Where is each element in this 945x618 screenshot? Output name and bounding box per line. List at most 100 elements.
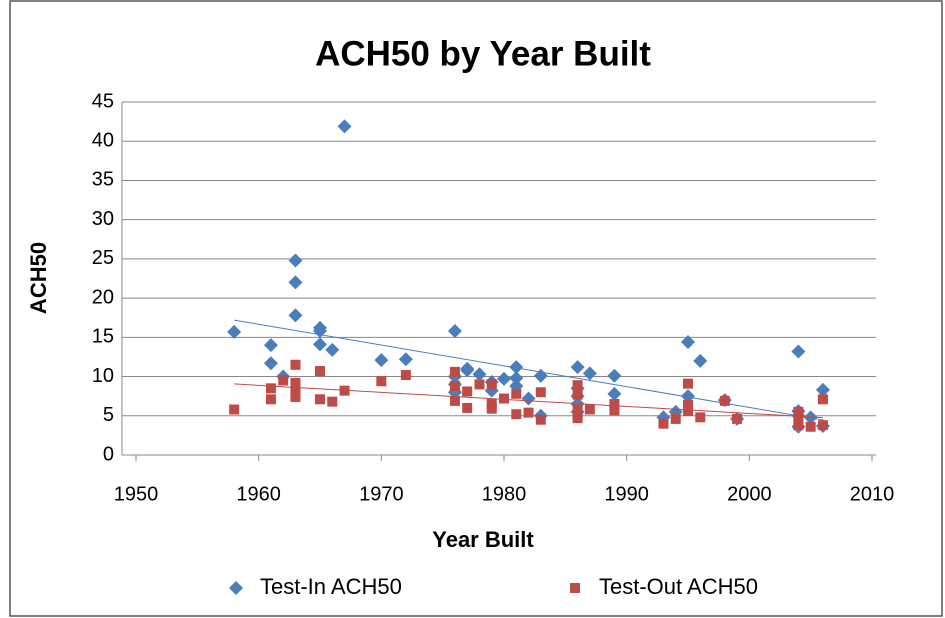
point [570,360,585,375]
chart-frame [9,0,943,617]
point [681,335,695,350]
point [793,406,804,417]
point [474,379,485,390]
point [400,369,411,380]
point [535,414,546,425]
point [462,386,473,397]
point [719,395,730,406]
x-tick-label: 1960 [236,483,281,505]
point [339,385,350,396]
y-tick-label: 15 [92,326,114,348]
point [533,368,548,383]
point [572,389,583,400]
point [497,371,511,386]
point [683,399,693,410]
x-axis-label: Year Built [432,527,534,552]
point [572,380,583,391]
point [265,383,276,394]
point [511,388,522,399]
chart-title: ACH50 by Year Built [315,34,651,73]
point [732,413,743,424]
point [693,353,708,368]
point [486,379,497,390]
x-tick-label: 1980 [482,483,527,505]
point [315,394,325,405]
x-tick-label: 1970 [359,483,404,505]
point [227,324,242,339]
point [290,377,301,388]
point [607,386,622,401]
point [449,395,460,406]
point [263,338,278,353]
point [607,368,622,383]
point [462,402,473,413]
point [695,412,706,423]
y-tick-label: 10 [92,365,114,387]
point [817,420,828,431]
point [325,342,340,357]
point [315,366,325,377]
point [805,421,816,432]
point [791,344,806,359]
point [398,352,413,367]
point [793,414,804,425]
point [511,409,522,420]
point [263,356,278,371]
point [290,359,301,370]
point [449,380,460,391]
y-tick-label: 0 [103,443,114,465]
point [535,387,546,398]
x-tick-label: 2000 [727,483,772,505]
legend-marker [570,583,580,593]
point [229,404,240,415]
y-axis-label: ACH50 [26,242,51,314]
point [376,376,387,387]
point [290,391,301,402]
point [374,353,389,368]
point [683,406,693,417]
x-tick-label: 2010 [850,483,895,505]
y-tick-label: 25 [92,247,114,269]
point [288,308,303,323]
point [449,366,460,377]
point [460,363,475,378]
point [337,119,352,134]
point [472,367,487,382]
point [572,402,583,413]
point [793,420,804,431]
x-tick-label: 1990 [604,483,649,505]
y-tick-label: 45 [92,90,114,112]
point [288,275,303,290]
trendline [234,383,823,419]
y-tick-label: 30 [92,208,114,230]
legend-label: Test-Out ACH50 [599,574,758,599]
point [658,418,669,429]
point [499,393,509,404]
legend-marker [229,581,243,595]
point [278,375,289,386]
point [572,413,583,424]
point [523,407,534,418]
point [265,394,276,405]
point [509,360,524,375]
point [584,404,595,415]
legend-label: Test-In ACH50 [260,574,402,599]
point [509,371,524,386]
point [670,413,681,424]
point [447,324,462,339]
point [609,405,620,416]
point [288,253,303,268]
point [683,378,693,389]
y-tick-label: 35 [92,169,114,191]
point [817,394,828,405]
point [313,337,327,352]
y-tick-label: 20 [92,286,114,308]
y-tick-label: 40 [92,130,114,152]
y-tick-label: 5 [103,404,114,426]
point [582,366,597,381]
point [327,396,338,407]
point [486,403,497,414]
x-tick-label: 1950 [114,483,159,505]
point [609,399,620,410]
